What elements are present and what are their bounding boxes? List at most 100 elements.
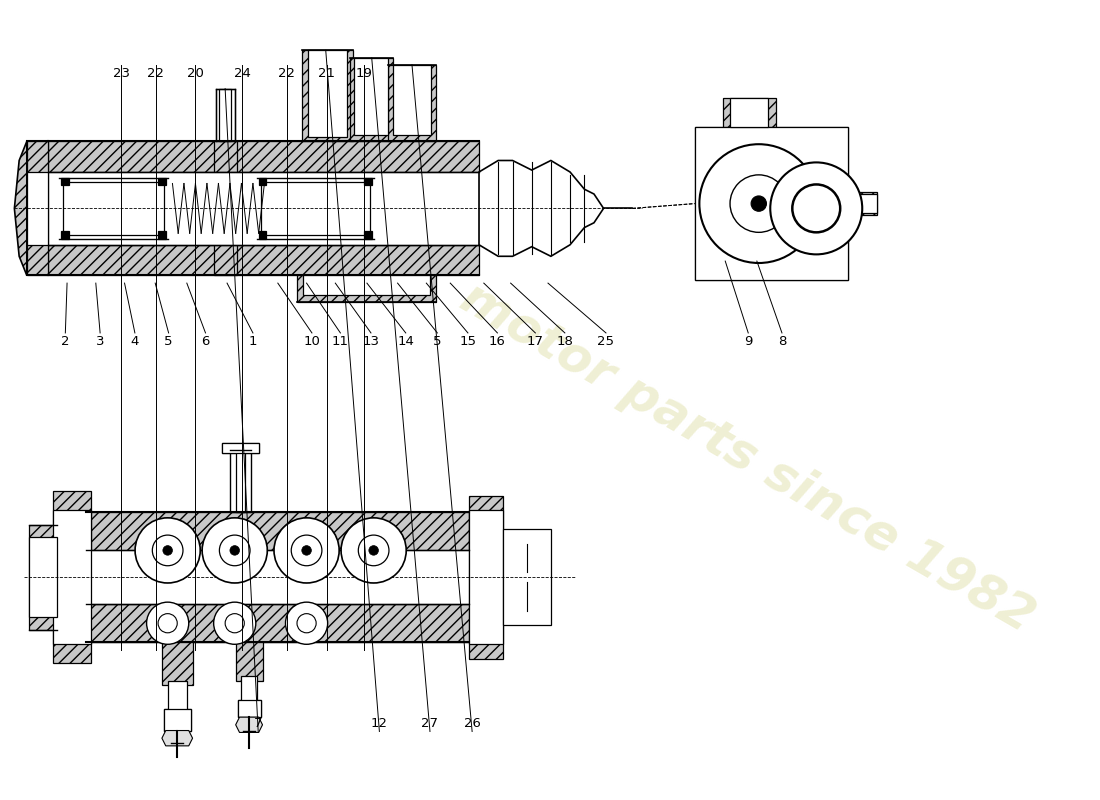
Polygon shape (14, 142, 26, 275)
Bar (235, 642, 263, 681)
Bar (162, 642, 192, 686)
Bar (470, 510, 503, 644)
Bar (730, 98, 769, 127)
Bar (258, 231, 266, 239)
Bar (219, 89, 231, 142)
Text: 27: 27 (421, 717, 439, 730)
Circle shape (751, 196, 767, 211)
Text: 2: 2 (62, 335, 69, 348)
Text: 17: 17 (527, 335, 543, 348)
Bar (238, 700, 261, 717)
Text: 25: 25 (597, 335, 615, 348)
Circle shape (274, 518, 339, 583)
Bar (53, 491, 91, 663)
Bar (26, 142, 48, 275)
Bar (86, 512, 470, 642)
Circle shape (792, 185, 840, 232)
Bar (26, 172, 48, 245)
Text: 23: 23 (112, 66, 130, 79)
Text: 22: 22 (278, 66, 295, 79)
Circle shape (341, 518, 406, 583)
Circle shape (301, 546, 311, 555)
Text: 22: 22 (147, 66, 165, 79)
Circle shape (286, 602, 328, 644)
Bar (213, 142, 236, 172)
Bar (238, 700, 261, 717)
Polygon shape (478, 161, 604, 256)
Bar (213, 245, 236, 275)
Bar (297, 275, 436, 302)
Text: 16: 16 (490, 335, 506, 348)
Bar (694, 127, 848, 280)
Bar (724, 98, 776, 127)
Bar (364, 178, 372, 186)
Circle shape (368, 546, 378, 555)
Bar (216, 89, 234, 142)
Text: 3: 3 (96, 335, 104, 348)
Bar (350, 58, 393, 142)
Text: 5: 5 (164, 335, 173, 348)
Bar (62, 178, 69, 186)
Circle shape (163, 546, 173, 555)
Bar (158, 231, 166, 239)
Polygon shape (162, 730, 192, 746)
Text: 8: 8 (778, 335, 786, 348)
Text: 21: 21 (318, 66, 336, 79)
Bar (164, 710, 190, 730)
Bar (261, 182, 370, 235)
Text: 13: 13 (363, 335, 379, 348)
Circle shape (219, 535, 250, 566)
Bar (222, 443, 258, 453)
Bar (48, 245, 478, 275)
Bar (222, 443, 258, 453)
Bar (301, 50, 353, 142)
Circle shape (359, 535, 389, 566)
Bar (848, 192, 877, 215)
Bar (230, 450, 251, 512)
Bar (393, 65, 431, 134)
Text: 26: 26 (464, 717, 481, 730)
Bar (364, 231, 372, 239)
Circle shape (135, 518, 200, 583)
Circle shape (146, 602, 189, 644)
Bar (164, 710, 190, 730)
Text: 20: 20 (187, 66, 204, 79)
Circle shape (158, 614, 177, 633)
Bar (354, 58, 388, 134)
Text: 4: 4 (131, 335, 139, 348)
Bar (86, 604, 470, 642)
Text: 15: 15 (460, 335, 476, 348)
Bar (258, 178, 266, 186)
Bar (53, 510, 91, 644)
Circle shape (213, 602, 256, 644)
Circle shape (230, 546, 240, 555)
Bar (241, 676, 256, 705)
Text: 19: 19 (355, 66, 372, 79)
Circle shape (730, 175, 788, 232)
Bar (388, 65, 436, 142)
Bar (59, 178, 167, 239)
Text: 12: 12 (371, 717, 388, 730)
Bar (302, 275, 430, 294)
Bar (167, 681, 187, 714)
Circle shape (202, 518, 267, 583)
Text: motor parts since 1982: motor parts since 1982 (452, 273, 1043, 642)
Bar (235, 450, 245, 512)
Bar (694, 127, 848, 280)
Circle shape (226, 614, 244, 633)
Circle shape (292, 535, 322, 566)
Bar (848, 194, 877, 213)
Bar (470, 496, 503, 658)
Bar (256, 178, 374, 239)
Bar (158, 178, 166, 186)
Bar (63, 182, 164, 235)
Text: 24: 24 (234, 66, 251, 79)
Bar (48, 172, 478, 245)
Text: 10: 10 (304, 335, 320, 348)
Bar (503, 530, 551, 625)
Text: 7: 7 (254, 717, 263, 730)
Circle shape (700, 144, 818, 263)
Bar (48, 142, 478, 172)
Text: 18: 18 (557, 335, 573, 348)
Text: 9: 9 (744, 335, 752, 348)
